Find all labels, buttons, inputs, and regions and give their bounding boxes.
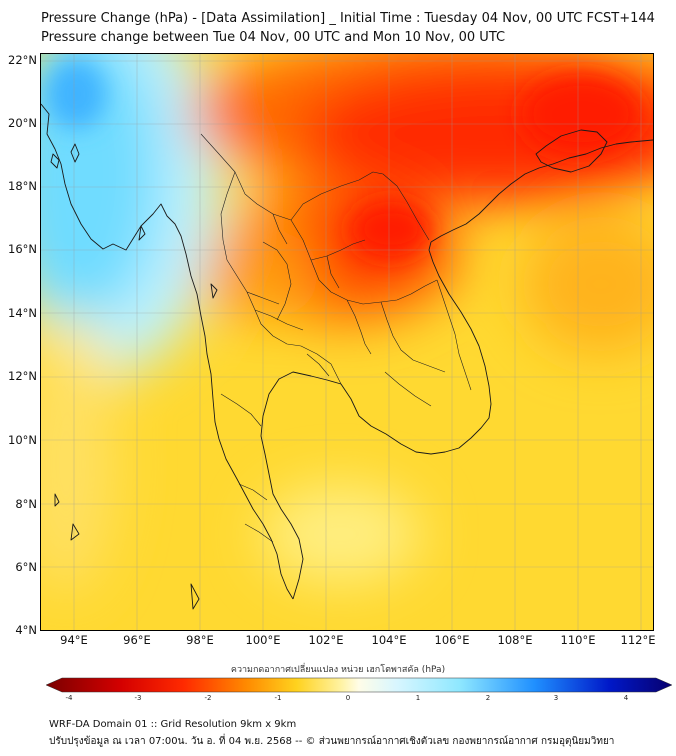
lon-label-102e: 102°E bbox=[308, 633, 344, 647]
lat-label-18n: 18°N bbox=[8, 179, 37, 193]
colorbar-tick: 1 bbox=[415, 694, 421, 702]
lon-label-112e: 112°E bbox=[620, 633, 656, 647]
lat-label-20n: 20°N bbox=[8, 116, 37, 130]
lon-label-96e: 96°E bbox=[123, 633, 151, 647]
map-subtitle: Pressure change between Tue 04 Nov, 00 U… bbox=[41, 30, 506, 45]
colorbar-label: ความกดอากาศเปลี่ยนแปลง หน่วย เฮกโตพาสคัล… bbox=[230, 665, 446, 675]
update-credit: ปรับปรุงข้อมูล ณ เวลา 07:00น. วัน อ. ที่… bbox=[49, 736, 615, 747]
colorbar-tick: -3 bbox=[134, 694, 142, 702]
colorbar-tick: 2 bbox=[485, 694, 491, 702]
lon-label-94e: 94°E bbox=[60, 633, 88, 647]
colorbar-tick: 3 bbox=[553, 694, 559, 702]
lon-label-108e: 108°E bbox=[497, 633, 533, 647]
admin-borders bbox=[200, 133, 472, 543]
pressure-change-map bbox=[40, 53, 654, 631]
lat-label-12n: 12°N bbox=[8, 369, 37, 383]
colorbar bbox=[46, 677, 672, 693]
lat-label-14n: 14°N bbox=[8, 306, 37, 320]
lon-label-104e: 104°E bbox=[371, 633, 407, 647]
map-canvas bbox=[41, 54, 653, 630]
colorbar-ramp bbox=[46, 677, 672, 693]
lat-label-10n: 10°N bbox=[8, 433, 37, 447]
colorbar-tick: -4 bbox=[65, 694, 73, 702]
gridlines bbox=[41, 54, 653, 630]
colorbar-tick: 4 bbox=[623, 694, 629, 702]
colorbar-tick: -2 bbox=[204, 694, 212, 702]
colorbar-tick: -1 bbox=[274, 694, 282, 702]
lon-label-98e: 98°E bbox=[186, 633, 214, 647]
lat-label-6n: 6°N bbox=[15, 560, 37, 574]
coastlines bbox=[41, 103, 653, 610]
lat-label-8n: 8°N bbox=[15, 497, 37, 511]
lat-label-16n: 16°N bbox=[8, 242, 37, 256]
colorbar-tick: 0 bbox=[345, 694, 351, 702]
lon-label-110e: 110°E bbox=[560, 633, 596, 647]
lon-label-100e: 100°E bbox=[245, 633, 281, 647]
map-title: Pressure Change (hPa) - [Data Assimilati… bbox=[41, 11, 655, 26]
lat-label-4n: 4°N bbox=[15, 623, 37, 637]
pressure-field-detail bbox=[46, 59, 641, 257]
lon-label-106e: 106°E bbox=[434, 633, 470, 647]
model-info: WRF-DA Domain 01 :: Grid Resolution 9km … bbox=[49, 719, 297, 730]
lat-label-22n: 22°N bbox=[8, 53, 37, 67]
